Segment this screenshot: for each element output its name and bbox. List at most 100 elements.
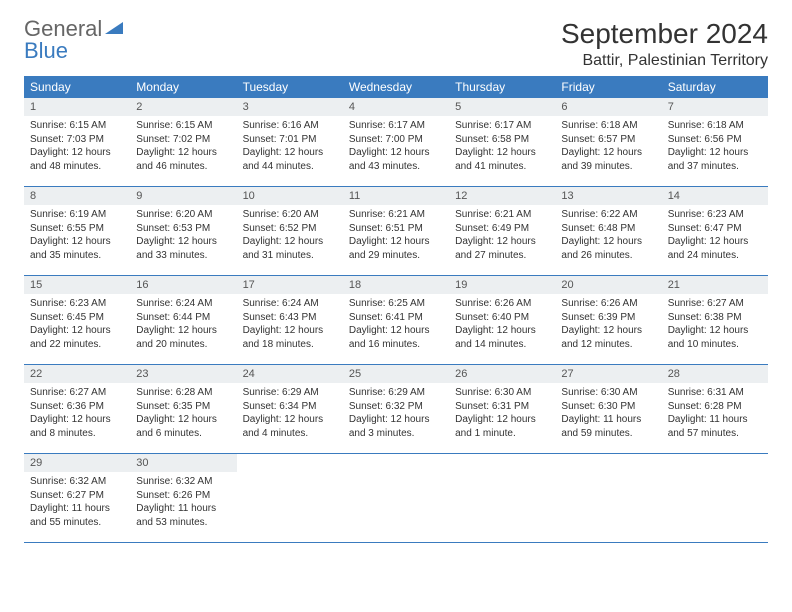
sunset-line: Sunset: 6:55 PM	[30, 222, 124, 236]
sunrise-line: Sunrise: 6:30 AM	[455, 386, 549, 400]
daylight-line: Daylight: 12 hours and 8 minutes.	[30, 413, 124, 440]
day-number: 27	[555, 365, 661, 383]
calendar-cell-empty	[662, 454, 768, 543]
weekday-header: Sunday	[24, 76, 130, 98]
weekday-header: Monday	[130, 76, 236, 98]
weekday-header: Wednesday	[343, 76, 449, 98]
day-number: 17	[237, 276, 343, 294]
brand-text: General Blue	[24, 18, 125, 62]
day-number: 5	[449, 98, 555, 116]
sunset-line: Sunset: 7:03 PM	[30, 133, 124, 147]
sunset-line: Sunset: 6:47 PM	[668, 222, 762, 236]
month-title: September 2024	[561, 18, 768, 50]
day-number: 1	[24, 98, 130, 116]
calendar-cell: 3Sunrise: 6:16 AMSunset: 7:01 PMDaylight…	[237, 98, 343, 187]
calendar-cell: 16Sunrise: 6:24 AMSunset: 6:44 PMDayligh…	[130, 276, 236, 365]
sunrise-line: Sunrise: 6:20 AM	[243, 208, 337, 222]
day-number: 8	[24, 187, 130, 205]
calendar-cell: 10Sunrise: 6:20 AMSunset: 6:52 PMDayligh…	[237, 187, 343, 276]
day-details: Sunrise: 6:24 AMSunset: 6:43 PMDaylight:…	[237, 294, 343, 356]
day-details: Sunrise: 6:25 AMSunset: 6:41 PMDaylight:…	[343, 294, 449, 356]
sunset-line: Sunset: 6:30 PM	[561, 400, 655, 414]
day-details: Sunrise: 6:27 AMSunset: 6:38 PMDaylight:…	[662, 294, 768, 356]
weekday-header: Thursday	[449, 76, 555, 98]
daylight-line: Daylight: 12 hours and 46 minutes.	[136, 146, 230, 173]
day-details: Sunrise: 6:32 AMSunset: 6:26 PMDaylight:…	[130, 472, 236, 534]
calendar-cell: 1Sunrise: 6:15 AMSunset: 7:03 PMDaylight…	[24, 98, 130, 187]
sunrise-line: Sunrise: 6:17 AM	[455, 119, 549, 133]
day-details: Sunrise: 6:21 AMSunset: 6:49 PMDaylight:…	[449, 205, 555, 267]
sunset-line: Sunset: 6:41 PM	[349, 311, 443, 325]
sunset-line: Sunset: 7:00 PM	[349, 133, 443, 147]
day-number: 23	[130, 365, 236, 383]
daylight-line: Daylight: 12 hours and 39 minutes.	[561, 146, 655, 173]
day-details: Sunrise: 6:19 AMSunset: 6:55 PMDaylight:…	[24, 205, 130, 267]
calendar-cell: 28Sunrise: 6:31 AMSunset: 6:28 PMDayligh…	[662, 365, 768, 454]
day-details: Sunrise: 6:30 AMSunset: 6:31 PMDaylight:…	[449, 383, 555, 445]
day-number: 13	[555, 187, 661, 205]
sunrise-line: Sunrise: 6:32 AM	[30, 475, 124, 489]
sunrise-line: Sunrise: 6:18 AM	[668, 119, 762, 133]
day-number: 30	[130, 454, 236, 472]
calendar-cell: 25Sunrise: 6:29 AMSunset: 6:32 PMDayligh…	[343, 365, 449, 454]
sunset-line: Sunset: 6:40 PM	[455, 311, 549, 325]
day-number: 11	[343, 187, 449, 205]
sunrise-line: Sunrise: 6:19 AM	[30, 208, 124, 222]
day-number: 12	[449, 187, 555, 205]
weekday-header-row: SundayMondayTuesdayWednesdayThursdayFrid…	[24, 76, 768, 98]
calendar-row: 29Sunrise: 6:32 AMSunset: 6:27 PMDayligh…	[24, 454, 768, 543]
day-details: Sunrise: 6:23 AMSunset: 6:47 PMDaylight:…	[662, 205, 768, 267]
sunrise-line: Sunrise: 6:29 AM	[243, 386, 337, 400]
sunrise-line: Sunrise: 6:24 AM	[243, 297, 337, 311]
day-details: Sunrise: 6:22 AMSunset: 6:48 PMDaylight:…	[555, 205, 661, 267]
day-details: Sunrise: 6:20 AMSunset: 6:52 PMDaylight:…	[237, 205, 343, 267]
day-details: Sunrise: 6:29 AMSunset: 6:34 PMDaylight:…	[237, 383, 343, 445]
calendar-page: General Blue September 2024 Battir, Pale…	[0, 0, 792, 561]
sunrise-line: Sunrise: 6:26 AM	[455, 297, 549, 311]
day-details: Sunrise: 6:20 AMSunset: 6:53 PMDaylight:…	[130, 205, 236, 267]
day-details: Sunrise: 6:15 AMSunset: 7:02 PMDaylight:…	[130, 116, 236, 178]
sunrise-line: Sunrise: 6:15 AM	[136, 119, 230, 133]
calendar-cell: 18Sunrise: 6:25 AMSunset: 6:41 PMDayligh…	[343, 276, 449, 365]
daylight-line: Daylight: 12 hours and 24 minutes.	[668, 235, 762, 262]
sunset-line: Sunset: 6:58 PM	[455, 133, 549, 147]
daylight-line: Daylight: 12 hours and 29 minutes.	[349, 235, 443, 262]
location: Battir, Palestinian Territory	[561, 52, 768, 70]
sunrise-line: Sunrise: 6:25 AM	[349, 297, 443, 311]
calendar-row: 8Sunrise: 6:19 AMSunset: 6:55 PMDaylight…	[24, 187, 768, 276]
daylight-line: Daylight: 12 hours and 27 minutes.	[455, 235, 549, 262]
sunset-line: Sunset: 6:35 PM	[136, 400, 230, 414]
day-number: 20	[555, 276, 661, 294]
calendar-cell: 11Sunrise: 6:21 AMSunset: 6:51 PMDayligh…	[343, 187, 449, 276]
sunrise-line: Sunrise: 6:23 AM	[30, 297, 124, 311]
sunset-line: Sunset: 6:28 PM	[668, 400, 762, 414]
calendar-cell: 12Sunrise: 6:21 AMSunset: 6:49 PMDayligh…	[449, 187, 555, 276]
daylight-line: Daylight: 11 hours and 57 minutes.	[668, 413, 762, 440]
sunset-line: Sunset: 6:48 PM	[561, 222, 655, 236]
calendar-body: 1 Sunrise: 6:15 AM Sunset: 7:03 PM Daylight…	[24, 98, 768, 543]
day-details: Sunrise: 6:21 AMSunset: 6:51 PMDaylight:…	[343, 205, 449, 267]
sunrise-line: Sunrise: 6:27 AM	[668, 297, 762, 311]
day-number: 14	[662, 187, 768, 205]
day-details: Sunrise: 6:18 AMSunset: 6:57 PMDaylight:…	[555, 116, 661, 178]
day-number: 15	[24, 276, 130, 294]
sunset-line: Sunset: 7:02 PM	[136, 133, 230, 147]
day-details: Sunrise: 6:17 AMSunset: 7:00 PMDaylight:…	[343, 116, 449, 178]
calendar-cell: 17Sunrise: 6:24 AMSunset: 6:43 PMDayligh…	[237, 276, 343, 365]
sunset-line: Sunset: 6:39 PM	[561, 311, 655, 325]
sunset-line: Sunset: 6:26 PM	[136, 489, 230, 503]
sunrise-line: Sunrise: 6:21 AM	[349, 208, 443, 222]
calendar-cell: 15Sunrise: 6:23 AMSunset: 6:45 PMDayligh…	[24, 276, 130, 365]
day-number: 6	[555, 98, 661, 116]
calendar-table: SundayMondayTuesdayWednesdayThursdayFrid…	[24, 76, 768, 543]
daylight-line: Daylight: 12 hours and 22 minutes.	[30, 324, 124, 351]
calendar-cell: 4Sunrise: 6:17 AMSunset: 7:00 PMDaylight…	[343, 98, 449, 187]
day-details: Sunrise: 6:17 AMSunset: 6:58 PMDaylight:…	[449, 116, 555, 178]
sunset-line: Sunset: 6:56 PM	[668, 133, 762, 147]
logo-triangle-icon	[105, 18, 125, 40]
day-details: Sunrise: 6:26 AMSunset: 6:39 PMDaylight:…	[555, 294, 661, 356]
daylight-line: Daylight: 12 hours and 18 minutes.	[243, 324, 337, 351]
sunset-line: Sunset: 6:32 PM	[349, 400, 443, 414]
title-block: September 2024 Battir, Palestinian Terri…	[561, 18, 768, 70]
sunset-line: Sunset: 6:51 PM	[349, 222, 443, 236]
